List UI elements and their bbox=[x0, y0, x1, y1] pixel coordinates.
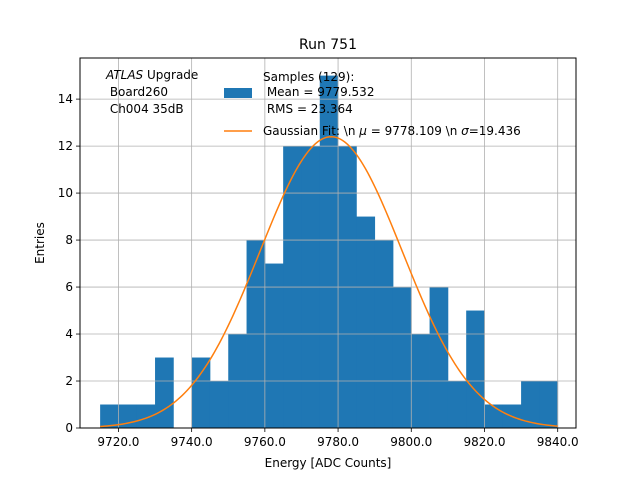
atlas-annotation: ATLAS Upgrade Board260 Ch004 35dB bbox=[105, 68, 198, 116]
legend-fit-sigma: σ bbox=[461, 124, 469, 138]
histogram-bar bbox=[356, 216, 376, 428]
x-tick-label: 9780.0 bbox=[317, 435, 359, 449]
y-tick-label: 0 bbox=[65, 421, 73, 435]
histogram-bar bbox=[319, 75, 339, 428]
histogram-bar bbox=[155, 357, 174, 428]
x-tick-label: 9840.0 bbox=[537, 435, 579, 449]
legend-fit-text-1: Gaussian Fit: \n bbox=[263, 124, 359, 138]
gaussian-fit-line bbox=[100, 135, 558, 428]
bars-layer bbox=[100, 75, 559, 428]
x-tick-label: 9740.0 bbox=[171, 435, 213, 449]
legend-fit-text-3: =19.436 bbox=[469, 124, 521, 138]
legend-hist-line-1: Samples (129): bbox=[263, 70, 354, 84]
annotation-upgrade: Upgrade bbox=[143, 68, 198, 82]
legend-hist-swatch bbox=[224, 88, 252, 98]
histogram-bar bbox=[392, 287, 412, 428]
y-tick-label: 14 bbox=[58, 92, 73, 106]
histogram-bar bbox=[209, 381, 229, 428]
histogram-bar bbox=[136, 404, 156, 428]
histogram-bar bbox=[484, 404, 504, 428]
y-tick-label: 2 bbox=[65, 374, 73, 388]
y-tick-label: 6 bbox=[65, 280, 73, 294]
histogram-bar bbox=[100, 404, 119, 428]
x-axis-label: Energy [ADC Counts] bbox=[265, 456, 392, 470]
legend-hist-line-2: Mean = 9779.532 bbox=[263, 85, 374, 99]
x-tick-label: 9720.0 bbox=[97, 435, 139, 449]
histogram-bar bbox=[466, 310, 485, 428]
histogram-bar bbox=[264, 263, 284, 428]
legend-hist-line-3: RMS = 23.364 bbox=[263, 102, 353, 116]
annotation-line-1: ATLAS Upgrade bbox=[105, 68, 198, 82]
axes-frame bbox=[79, 57, 577, 429]
histogram-bar bbox=[191, 357, 211, 428]
fit-layer bbox=[100, 135, 558, 428]
histogram-bar bbox=[521, 381, 540, 428]
annotation-line-2: Board260 bbox=[106, 85, 168, 99]
x-tick-label: 9760.0 bbox=[244, 435, 286, 449]
x-tick-label: 9800.0 bbox=[390, 435, 432, 449]
legend-fit-mu: μ bbox=[358, 124, 367, 138]
legend: Samples (129): Mean = 9779.532 RMS = 23.… bbox=[224, 70, 521, 138]
annotation-line-3: Ch004 35dB bbox=[106, 102, 184, 116]
y-tick-label: 4 bbox=[65, 327, 73, 341]
y-tick-label: 10 bbox=[58, 186, 73, 200]
histogram-bar bbox=[429, 287, 449, 428]
y-tick-label: 12 bbox=[58, 139, 73, 153]
chart-title: Run 751 bbox=[299, 37, 357, 53]
histogram-bar bbox=[539, 381, 559, 428]
y-tick-label: 8 bbox=[65, 233, 73, 247]
histogram-bar bbox=[447, 381, 467, 428]
ticks-layer: 9720.0 9740.0 9760.0 9780.0 9800.0 9820.0 9840… bbox=[58, 92, 579, 449]
legend-fit-label: Gaussian Fit: \n μ = 9778.109 \n σ=19.43… bbox=[263, 124, 521, 138]
y-axis-label: Entries bbox=[33, 222, 47, 264]
annotation-atlas: ATLAS bbox=[105, 68, 144, 82]
legend-fit-text-2: = 9778.109 \n bbox=[367, 124, 461, 138]
x-tick-label: 9820.0 bbox=[463, 435, 505, 449]
